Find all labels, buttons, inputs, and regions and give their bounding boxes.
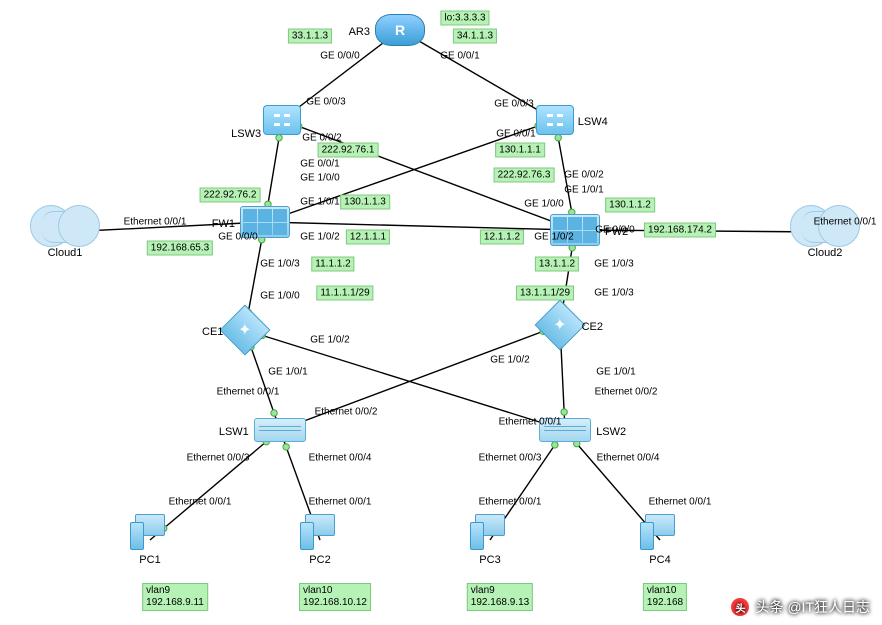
device-ce2: ✦CE2: [542, 307, 578, 343]
port-label: GE 1/0/2: [490, 355, 529, 366]
port-label: Ethernet 0/0/4: [309, 453, 372, 464]
ip-label: 12.1.1.2: [480, 230, 524, 245]
device-label: PC2: [309, 554, 330, 566]
port-label: Ethernet 0/0/1: [124, 217, 187, 228]
ip-label: lo:3.3.3.3: [440, 11, 489, 26]
ip-label: 222.92.76.3: [494, 168, 555, 183]
ip-label: 34.1.1.3: [453, 29, 497, 44]
port-label: Ethernet 0/0/1: [169, 497, 232, 508]
ip-label: 130.1.1.1: [495, 143, 545, 158]
port-label: GE 1/0/3: [260, 259, 299, 270]
port-label: GE 0/0/0: [320, 51, 359, 62]
port-label: GE 1/0/0: [524, 199, 563, 210]
ip-label: vlan10 192.168.10.12: [299, 583, 371, 611]
port-label: GE 0/0/1: [496, 129, 535, 140]
device-label: LSW2: [596, 426, 626, 438]
port-label: Ethernet 0/0/1: [499, 417, 562, 428]
port-label: GE 0/0/2: [564, 170, 603, 181]
device-lsw4: LSW4: [536, 105, 574, 135]
port-label: GE 0/0/0: [218, 232, 257, 243]
ip-label: 13.1.1.1/29: [516, 286, 574, 301]
ip-label: 192.168.174.2: [644, 223, 716, 238]
device-label: FW1: [212, 218, 235, 230]
port-label: GE 0/0/3: [494, 99, 533, 110]
port-label: Ethernet 0/0/2: [315, 407, 378, 418]
ip-label: 222.92.76.1: [318, 143, 379, 158]
port-label: GE 1/0/0: [260, 291, 299, 302]
port-label: Ethernet 0/0/1: [217, 387, 280, 398]
port-label: GE 0/0/1: [440, 51, 479, 62]
ip-label: 130.1.1.3: [340, 195, 390, 210]
ip-label: 222.92.76.2: [200, 188, 261, 203]
device-label: PC1: [139, 554, 160, 566]
port-label: GE 1/0/2: [310, 335, 349, 346]
ip-label: 33.1.1.3: [288, 29, 332, 44]
device-ar3: RAR3: [375, 14, 425, 46]
device-ce1: ✦CE1: [227, 312, 263, 348]
device-cloud1: Cloud1: [30, 205, 100, 259]
device-label: PC4: [649, 554, 670, 566]
port-label: GE 0/0/1: [300, 159, 339, 170]
device-label: Cloud2: [808, 247, 843, 259]
watermark-icon: 头: [731, 598, 749, 616]
device-label: AR3: [349, 26, 370, 38]
port-label: GE 1/0/1: [268, 367, 307, 378]
device-label: LSW1: [219, 426, 249, 438]
ip-label: 192.168.65.3: [147, 241, 213, 256]
port-label: GE 0/0/3: [306, 97, 345, 108]
port-label: GE 1/0/0: [300, 173, 339, 184]
device-lsw1: LSW1: [254, 418, 306, 442]
device-pc1: PC1: [132, 514, 168, 566]
port-label: Ethernet 0/0/2: [595, 387, 658, 398]
device-cloud2: Cloud2: [790, 205, 860, 259]
port-label: Ethernet 0/0/3: [479, 453, 542, 464]
port-label: Ethernet 0/0/3: [187, 453, 250, 464]
ip-label: vlan9 192.168.9.11: [142, 583, 208, 611]
ip-label: 11.1.1.2: [311, 257, 354, 272]
device-label: LSW3: [231, 128, 261, 140]
port-label: Ethernet 0/0/1: [649, 497, 712, 508]
port-label: GE 1/0/3: [594, 259, 633, 270]
ip-label: 11.1.1.1/29: [316, 286, 373, 301]
port-label: GE 1/0/1: [300, 197, 339, 208]
ip-label: vlan9 192.168.9.13: [467, 583, 533, 611]
port-label: GE 1/0/2: [534, 232, 573, 243]
port-label: GE 1/0/2: [300, 232, 339, 243]
ip-label: 13.1.1.2: [535, 257, 579, 272]
device-pc4: PC4: [642, 514, 678, 566]
device-label: Cloud1: [48, 247, 83, 259]
device-lsw3: LSW3: [263, 105, 301, 135]
device-label: PC3: [479, 554, 500, 566]
ip-label: vlan10 192.168: [643, 583, 687, 611]
port-label: Ethernet 0/0/1: [309, 497, 372, 508]
port-label: Ethernet 0/0/4: [597, 453, 660, 464]
device-pc3: PC3: [472, 514, 508, 566]
port-label: Ethernet 0/0/1: [814, 217, 877, 228]
port-label: GE 1/0/3: [594, 288, 633, 299]
watermark-text: 头条 @IT狂人日志: [755, 597, 870, 617]
port-label: GE 1/0/1: [564, 185, 603, 196]
device-label: CE2: [582, 321, 603, 333]
port-label: Ethernet 0/0/1: [479, 497, 542, 508]
ip-label: 130.1.1.2: [605, 198, 655, 213]
port-label: GE 0/0/0: [595, 225, 634, 236]
device-label: LSW4: [578, 116, 608, 128]
device-pc2: PC2: [302, 514, 338, 566]
port-label: GE 1/0/1: [596, 367, 635, 378]
ip-label: 12.1.1.1: [346, 230, 390, 245]
watermark: 头头条 @IT狂人日志: [731, 597, 870, 617]
device-label: CE1: [202, 326, 223, 338]
